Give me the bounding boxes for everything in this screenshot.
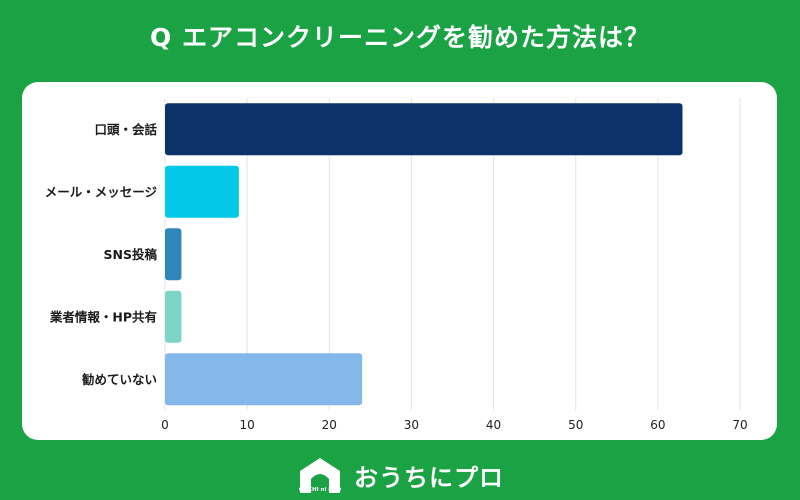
bar	[165, 353, 363, 406]
x-tick-label: 70	[732, 418, 747, 432]
category-label: 口頭・会話	[94, 122, 157, 137]
bar	[165, 103, 683, 156]
bar	[165, 228, 182, 281]
category-label: メール・メッセージ	[45, 184, 158, 199]
category-label: 勧めていない	[82, 372, 157, 387]
x-tick-label: 40	[486, 418, 501, 432]
brand-footer: OUCHI ni PRO おうちにプロ	[0, 455, 800, 495]
logo-caption: OUCHI ni PRO	[299, 487, 342, 493]
x-tick-label: 60	[650, 418, 665, 432]
x-tick-label: 20	[322, 418, 337, 432]
x-tick-label: 30	[404, 418, 419, 432]
x-tick-label: 0	[161, 418, 169, 432]
chart-card: 口頭・会話メール・メッセージ SNS投稿業者情報・HP共有勧めていない 0 10 20…	[22, 82, 777, 440]
house-logo-icon: OUCHI ni PRO	[299, 458, 342, 493]
bars	[165, 103, 683, 406]
x-tick-labels: 0 10 20 30 40 50 60 70	[161, 418, 747, 432]
chart-title: Q エアコンクリーニングを勧めた方法は？	[150, 23, 650, 52]
category-label: 業者情報・HP共有	[49, 309, 157, 324]
category-label: SNS投稿	[104, 247, 158, 262]
x-tick-label: 10	[240, 418, 255, 432]
bar	[165, 290, 182, 343]
x-tick-label: 50	[568, 418, 583, 432]
brand-name: おうちにプロ	[354, 463, 504, 492]
bar	[165, 165, 239, 218]
